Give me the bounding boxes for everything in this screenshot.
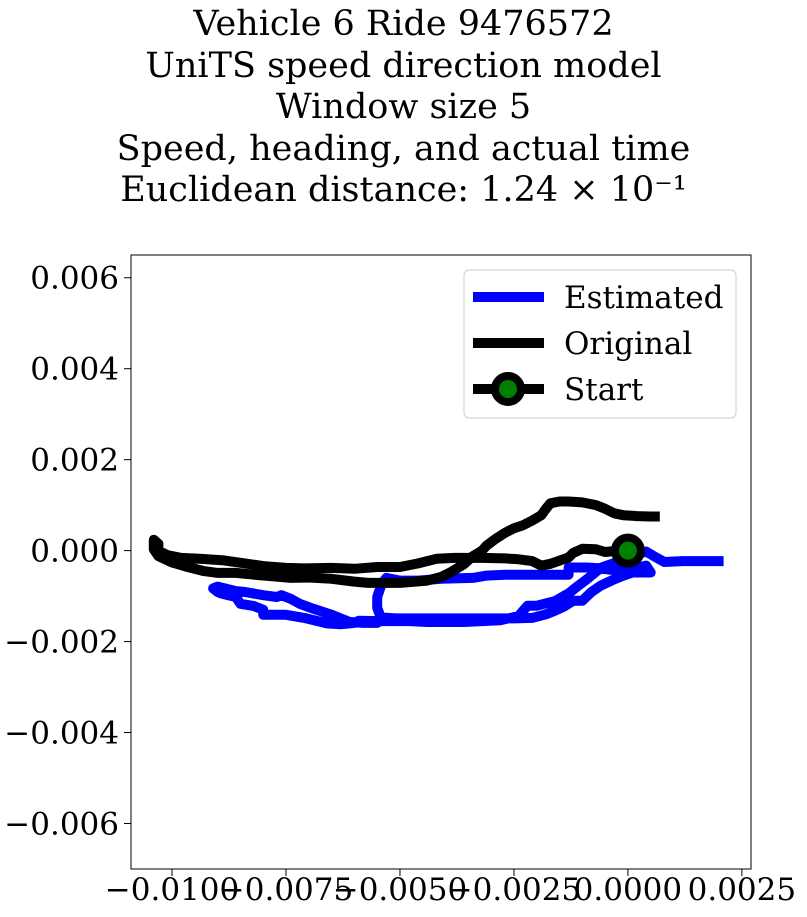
- x-tick-label: −0.0025: [447, 872, 581, 908]
- y-tick-label: −0.004: [4, 716, 119, 752]
- x-tick-label: −0.0100: [105, 872, 239, 908]
- y-tick-label: −0.006: [4, 807, 119, 843]
- plot-frame: [130, 254, 752, 870]
- legend: Estimated Original Start: [463, 269, 737, 419]
- title-line-2: UniTS speed direction model: [145, 45, 662, 86]
- x-tick-label: −0.0050: [333, 872, 467, 908]
- y-tick-label: 0.004: [30, 352, 119, 388]
- y-tick-label: 0.000: [30, 534, 119, 570]
- start-marker: [610, 533, 645, 568]
- legend-label-estimated: Estimated: [564, 280, 723, 316]
- series-group: [148, 496, 724, 630]
- title-line-3: Window size 5: [275, 87, 532, 127]
- x-tick-label: 0.0000: [574, 872, 682, 908]
- legend-label-original: Original: [564, 326, 692, 362]
- title-line-1: Vehicle 6 Ride 9476572: [193, 4, 614, 44]
- legend-box: [463, 269, 737, 419]
- y-axis: 0.006 0.004 0.002 0.000 −0.002 −0.004 −0.006: [4, 261, 131, 843]
- chart-title: Vehicle 6 Ride 9476572 UniTS speed direc…: [0, 4, 807, 212]
- x-tick-label: −0.0075: [219, 872, 353, 908]
- y-tick-label: −0.002: [4, 625, 119, 661]
- plot-area: [130, 254, 752, 870]
- y-tick-label: 0.006: [30, 261, 119, 297]
- title-line-4: Speed, heading, and actual time: [116, 128, 691, 169]
- series-line-original: [148, 496, 660, 588]
- title-line-5: Euclidean distance: 1.24 × 10⁻¹: [120, 170, 687, 210]
- legend-label-start: Start: [564, 372, 644, 408]
- legend-start-marker: [491, 372, 525, 406]
- series-line-estimated: [208, 546, 724, 630]
- y-tick-label: 0.002: [30, 443, 119, 479]
- x-tick-label: 0.0025: [688, 872, 796, 908]
